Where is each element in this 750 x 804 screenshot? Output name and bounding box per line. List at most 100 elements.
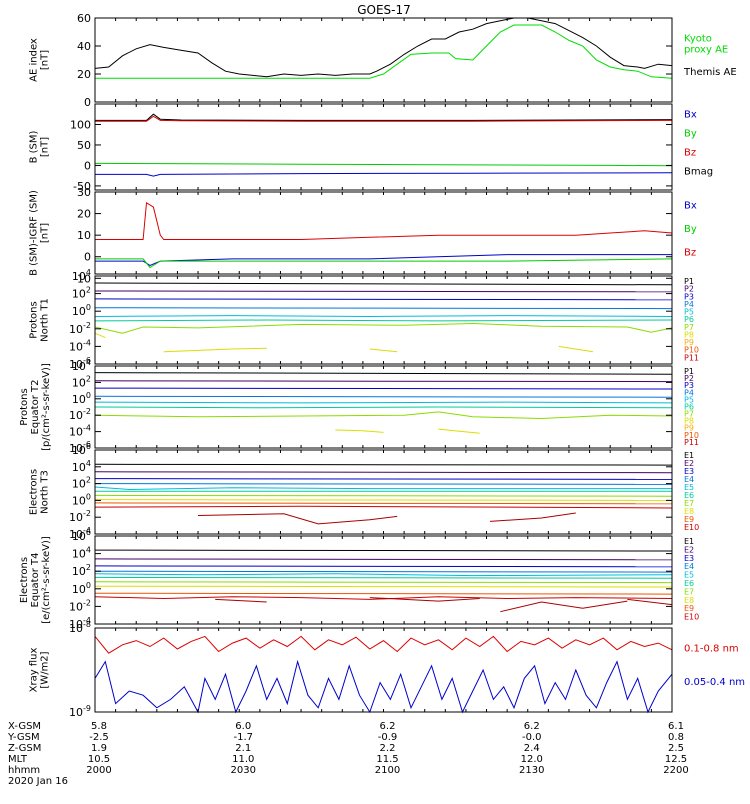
ytick-exp-enorth-2: 2 bbox=[86, 476, 91, 485]
legend-entry-bsm-0: Bx bbox=[684, 109, 697, 120]
series-eequator-E2 bbox=[94, 558, 673, 561]
ytick-exp-pequator-3: -2 bbox=[83, 407, 91, 416]
series-pnorth-P5 bbox=[94, 315, 673, 318]
legend-entry-bigrf-2: Bz bbox=[684, 247, 696, 258]
legend-entry-enorth-4: E5 bbox=[684, 483, 694, 492]
legend-entry-enorth-7: E8 bbox=[684, 507, 694, 516]
legend-xray: 0.1-0.8 nm 0.05-0.4 nm bbox=[684, 644, 745, 689]
series-pequator-P8b bbox=[438, 428, 480, 434]
series-pnorth-P6 bbox=[94, 319, 673, 322]
ytick-label-enorth-0: 106 bbox=[72, 442, 91, 457]
legend-entry-pnorth-7: P8 bbox=[684, 330, 694, 339]
ytick-exp-pnorth-1: 2 bbox=[86, 286, 91, 295]
xrow-label-y-gsm: Y-GSM bbox=[7, 732, 40, 743]
legend-entry-pequator-8: P9 bbox=[684, 424, 694, 433]
series-enorth-E7 bbox=[94, 494, 673, 497]
legend-entry-enorth-1: E2 bbox=[684, 459, 694, 468]
legend-entry-eequator-9: E10 bbox=[684, 613, 699, 622]
ytick-exp-pnorth-3: -2 bbox=[83, 321, 91, 330]
legend-entry-pequator-5: P6 bbox=[684, 402, 694, 411]
legend-entry-eequator-1: E2 bbox=[684, 545, 694, 554]
x-date-label: 2020 Jan 16 bbox=[8, 776, 68, 787]
xrow-value-y-gsm-3: -0.0 bbox=[522, 732, 542, 743]
series-pequator-P5 bbox=[94, 401, 673, 404]
ylabel-bigrf-0: B (SM)-IGRF (SM) bbox=[29, 190, 40, 276]
legend-entry-pequator-0: P1 bbox=[684, 367, 694, 376]
xrow-value-x-gsm-3: 6.2 bbox=[524, 721, 540, 732]
legend-entry-ae-0-1: proxy AE bbox=[684, 45, 728, 56]
ytick-exp-enorth-1: 4 bbox=[86, 459, 91, 468]
series-eequator-E10c bbox=[369, 597, 480, 602]
ytick-exp-eequator-2: 2 bbox=[86, 563, 91, 572]
ytick-label-eequator-2: 102 bbox=[72, 563, 91, 578]
ytick-label-bsm-3: 100 bbox=[70, 118, 91, 131]
panel-xray: 10-8 10-9 Xray flux [W/m2] 0.1-0.8 nm 0.05-0.… bbox=[29, 620, 746, 719]
series-eequator-E4 bbox=[94, 570, 673, 573]
legend-entry-eequator-2: E3 bbox=[684, 554, 694, 563]
series-pequator-P6 bbox=[94, 406, 673, 409]
ylabel-bigrf-1: [nT] bbox=[40, 223, 51, 243]
legend-entry-bigrf-1: By bbox=[684, 224, 697, 235]
ylabel-bsm-1: [nT] bbox=[40, 137, 51, 157]
xrow-value-hhmm-0: 2000 bbox=[86, 765, 111, 776]
xrow-value-y-gsm-4: 0.8 bbox=[668, 732, 684, 743]
panel-bigrf: 0 10 20 30 -10 B (SM)-IGRF (SM) [nT] Bx By Bz bbox=[29, 186, 697, 285]
legend-entry-pnorth-4: P5 bbox=[684, 308, 694, 317]
legend-entry-pnorth-6: P7 bbox=[684, 323, 694, 332]
series-ae-Kyoto proxy AE bbox=[95, 24, 673, 79]
legend-entry-enorth-2: E3 bbox=[684, 467, 694, 476]
series-pequator-P1 bbox=[94, 372, 673, 375]
series-pnorth-P7 bbox=[94, 322, 673, 334]
legend-entry-xray-0: 0.1-0.8 nm bbox=[684, 644, 739, 655]
ytick-exp-eequator-0: 6 bbox=[86, 528, 91, 537]
xrow-value-hhmm-1: 2030 bbox=[231, 765, 256, 776]
panel-frame-ae bbox=[94, 17, 673, 103]
ytick-exp-pequator-1: 2 bbox=[86, 374, 91, 383]
xrow-value-z-gsm-4: 2.5 bbox=[668, 743, 684, 754]
ytick-label-pnorth-3: 10-2 bbox=[69, 321, 91, 336]
panel-frame-enorth bbox=[94, 449, 673, 535]
ytick-label-bsm-2: 50 bbox=[77, 139, 91, 152]
panel-bsm: -50 0 50 100 B (SM) [nT] Bx By Bz Bmag bbox=[29, 103, 713, 193]
ytick-label-pequator-0: 104 bbox=[72, 358, 91, 373]
xrow-label-z-gsm: Z-GSM bbox=[8, 743, 41, 754]
legend-entry-eequator-3: E4 bbox=[684, 562, 694, 571]
legend-entry-enorth-5: E6 bbox=[684, 491, 694, 500]
xrow-value-y-gsm-2: -0.9 bbox=[378, 732, 398, 743]
series-bigrf-By bbox=[95, 258, 673, 269]
ytick-exp-pnorth-4: -4 bbox=[83, 338, 91, 347]
legend-entry-pnorth-8: P9 bbox=[684, 338, 694, 347]
legend-entry-pequator-7: P8 bbox=[684, 417, 694, 426]
series-enorth-E3 bbox=[94, 478, 673, 480]
legend-entry-pnorth-2: P3 bbox=[684, 292, 694, 301]
ytick-label-ae-0: 0 bbox=[84, 96, 91, 109]
xrow-value-mlt-2: 11.5 bbox=[376, 754, 398, 765]
ylabel-pequator-2: [p/(cm²-s-sr-keV)] bbox=[41, 363, 52, 451]
xrow-value-x-gsm-4: 6.1 bbox=[668, 721, 684, 732]
series-pequator-P2 bbox=[94, 380, 673, 383]
series-eequator-E10b bbox=[215, 598, 267, 603]
ytick-label-bigrf-0: 0 bbox=[84, 251, 91, 264]
ytick-exp-eequator-3: 0 bbox=[86, 581, 91, 590]
legend-entry-ae-0: Kyoto bbox=[684, 34, 712, 45]
xrow-label-hhmm: hhmm bbox=[8, 765, 40, 776]
ytick-label-eequator-3: 100 bbox=[72, 581, 91, 596]
series-eequator-E6 bbox=[94, 576, 673, 579]
legend-entry-pnorth-0: P1 bbox=[684, 277, 694, 286]
ylabel-eequator-1: Equator T4 bbox=[30, 553, 41, 608]
xrow-value-x-gsm-0: 5.8 bbox=[91, 721, 107, 732]
series-enorth-E9 bbox=[94, 502, 673, 505]
legend-entry-pnorth-9: P10 bbox=[684, 346, 699, 355]
series-bsm-Bmag bbox=[95, 113, 673, 121]
series-pnorth-P8d bbox=[558, 345, 594, 353]
series-eequator-E10 bbox=[94, 596, 673, 600]
legend-entry-eequator-0: E1 bbox=[684, 537, 694, 546]
ylabel-enorth-1: North T3 bbox=[40, 470, 51, 514]
panel-frame-eequator bbox=[94, 535, 673, 625]
ytick-exp-pnorth-0: 4 bbox=[86, 268, 91, 277]
